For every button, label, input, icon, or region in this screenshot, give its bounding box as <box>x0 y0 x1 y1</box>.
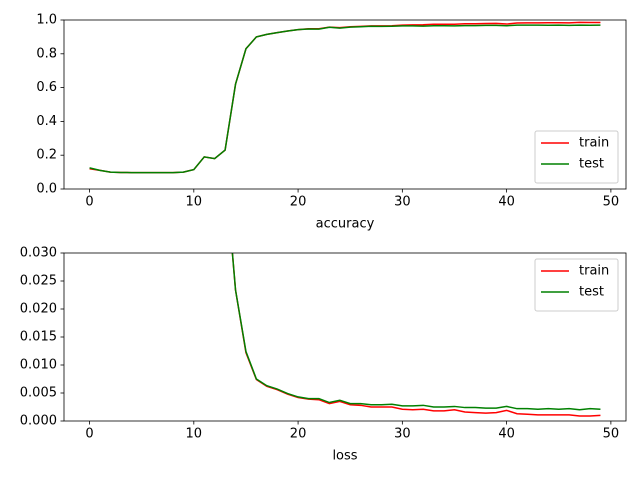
axes-frame <box>63 19 627 190</box>
y-tick-label: 0.010 <box>20 358 57 373</box>
legend-label: test <box>579 157 604 172</box>
x-tick-label: 10 <box>186 427 203 442</box>
legend-label: test <box>579 285 604 300</box>
data-line <box>89 24 601 174</box>
legend-label: train <box>579 264 609 279</box>
data-line <box>89 21 601 174</box>
y-tick-label: 0.8 <box>36 46 57 61</box>
x-tick-label: 20 <box>290 427 307 442</box>
y-tick-label: 0.020 <box>20 302 57 317</box>
y-tick-label: 0.000 <box>20 414 57 429</box>
y-tick-label: 0.2 <box>36 148 57 163</box>
x-tick-label: 20 <box>290 195 307 210</box>
x-tick-label: 40 <box>498 195 515 210</box>
y-tick-label: 0.005 <box>20 386 57 401</box>
y-tick-label: 0.6 <box>36 80 57 95</box>
x-tick-label: 50 <box>603 195 620 210</box>
x-axis-label: loss <box>332 449 357 464</box>
legend-box <box>534 258 619 312</box>
x-axis-label: accuracy <box>316 217 375 232</box>
x-tick-label: 50 <box>603 427 620 442</box>
y-tick-label: 1.0 <box>36 13 57 28</box>
data-line <box>231 253 601 411</box>
y-tick-label: 0.025 <box>20 274 57 289</box>
y-tick-label: 0.0 <box>36 182 57 197</box>
legend-box <box>534 130 619 184</box>
x-tick-label: 40 <box>498 427 515 442</box>
legend-label: train <box>579 136 609 151</box>
y-tick-label: 0.030 <box>20 246 57 261</box>
x-tick-label: 10 <box>186 195 203 210</box>
y-tick-label: 0.4 <box>36 114 57 129</box>
x-tick-label: 0 <box>85 195 93 210</box>
x-tick-label: 30 <box>394 427 411 442</box>
data-line <box>231 253 601 417</box>
y-tick-label: 0.015 <box>20 330 57 345</box>
x-tick-label: 0 <box>85 427 93 442</box>
x-tick-label: 30 <box>394 195 411 210</box>
